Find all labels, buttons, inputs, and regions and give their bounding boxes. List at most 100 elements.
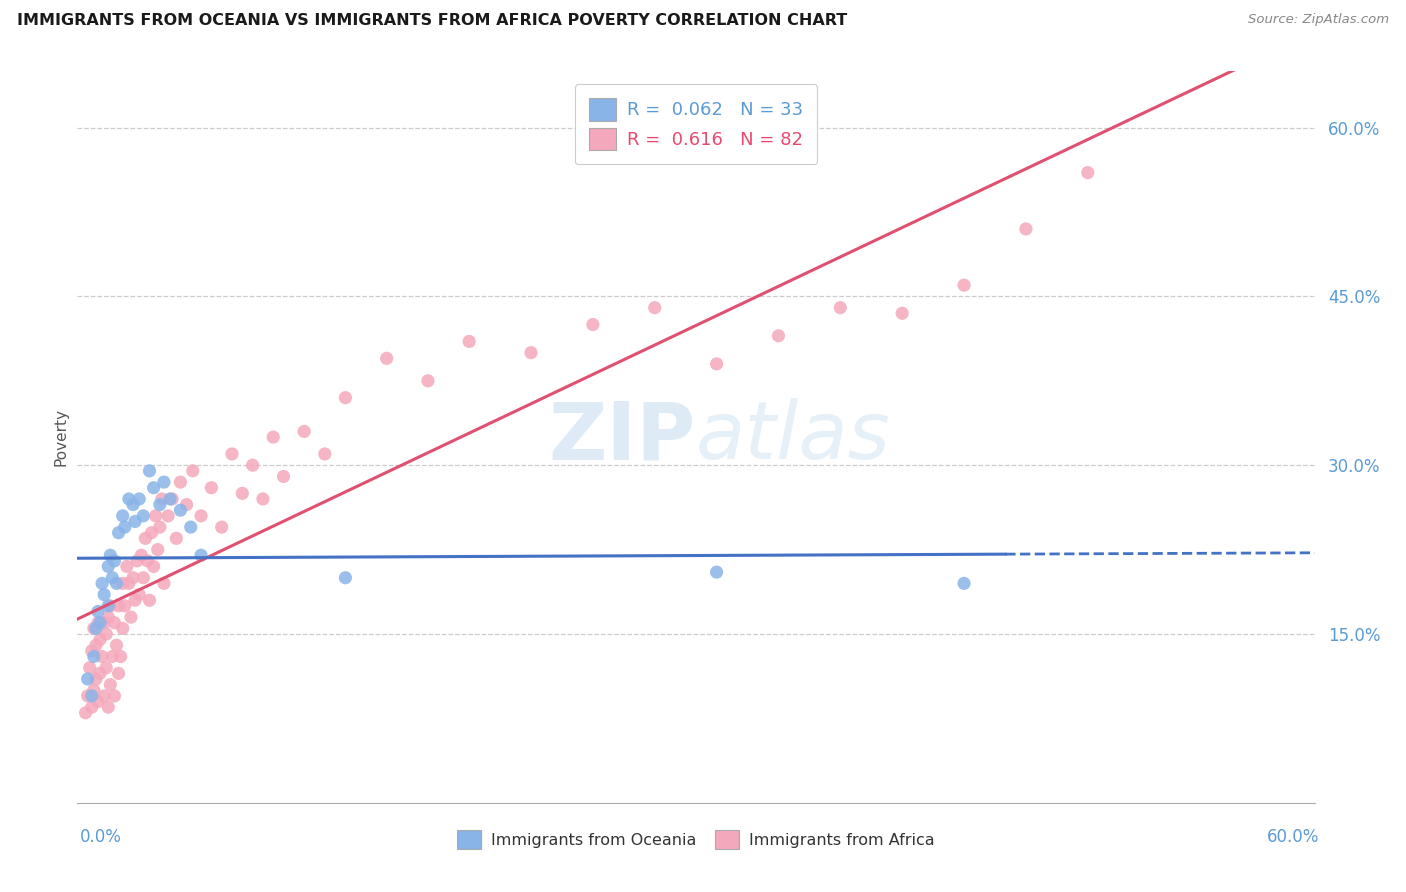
- Point: [98, 678, 121, 692]
- Point: [118, 491, 141, 506]
- Point: [273, 469, 295, 483]
- Point: [103, 554, 125, 568]
- Point: [83, 621, 105, 635]
- Point: [157, 508, 180, 523]
- Point: [190, 548, 212, 562]
- Y-axis label: Poverty: Poverty: [53, 408, 69, 467]
- Point: [120, 610, 142, 624]
- Point: [1015, 222, 1038, 236]
- Point: [132, 508, 155, 523]
- Point: [97, 559, 120, 574]
- Point: [91, 649, 114, 664]
- Point: [98, 548, 121, 562]
- Point: [416, 374, 439, 388]
- Text: 0.0%: 0.0%: [80, 828, 122, 846]
- Point: [105, 638, 128, 652]
- Point: [221, 447, 243, 461]
- Point: [124, 593, 146, 607]
- Point: [706, 565, 728, 579]
- Point: [76, 689, 98, 703]
- Point: [97, 599, 120, 613]
- Point: [84, 621, 107, 635]
- Point: [111, 621, 134, 635]
- Point: [146, 542, 169, 557]
- Point: [91, 576, 114, 591]
- Point: [200, 481, 222, 495]
- Point: [97, 610, 120, 624]
- Point: [84, 638, 107, 652]
- Text: IMMIGRANTS FROM OCEANIA VS IMMIGRANTS FROM AFRICA POVERTY CORRELATION CHART: IMMIGRANTS FROM OCEANIA VS IMMIGRANTS FR…: [17, 13, 848, 29]
- Text: ZIP: ZIP: [548, 398, 696, 476]
- Point: [129, 548, 152, 562]
- Point: [582, 318, 605, 332]
- Point: [181, 464, 204, 478]
- Point: [114, 520, 136, 534]
- Point: [107, 599, 129, 613]
- Point: [76, 672, 98, 686]
- Point: [160, 491, 183, 506]
- Point: [75, 706, 97, 720]
- Text: atlas: atlas: [696, 398, 891, 476]
- Point: [149, 498, 172, 512]
- Point: [87, 615, 110, 630]
- Point: [93, 689, 115, 703]
- Point: [122, 498, 145, 512]
- Point: [96, 627, 118, 641]
- Point: [335, 571, 357, 585]
- Point: [141, 525, 163, 540]
- Point: [1077, 166, 1099, 180]
- Point: [134, 532, 156, 546]
- Point: [153, 576, 176, 591]
- Point: [165, 532, 187, 546]
- Point: [142, 559, 165, 574]
- Point: [107, 666, 129, 681]
- Point: [830, 301, 852, 315]
- Point: [231, 486, 253, 500]
- Point: [138, 464, 160, 478]
- Point: [122, 571, 145, 585]
- Point: [89, 615, 111, 630]
- Point: [97, 700, 120, 714]
- Point: [89, 632, 111, 647]
- Point: [153, 475, 176, 489]
- Point: [169, 503, 191, 517]
- Point: [107, 525, 129, 540]
- Point: [93, 615, 115, 630]
- Point: [111, 576, 134, 591]
- Point: [87, 694, 110, 708]
- Point: [84, 672, 107, 686]
- Point: [89, 666, 111, 681]
- Point: [335, 391, 357, 405]
- Point: [142, 481, 165, 495]
- Point: [252, 491, 274, 506]
- Point: [375, 351, 398, 366]
- Legend: Immigrants from Oceania, Immigrants from Africa: Immigrants from Oceania, Immigrants from…: [450, 822, 942, 857]
- Point: [103, 689, 125, 703]
- Point: [87, 605, 110, 619]
- Point: [105, 576, 128, 591]
- Point: [211, 520, 233, 534]
- Point: [96, 661, 118, 675]
- Point: [150, 491, 173, 506]
- Point: [114, 599, 136, 613]
- Point: [190, 508, 212, 523]
- Point: [128, 588, 150, 602]
- Point: [180, 520, 202, 534]
- Point: [101, 571, 124, 585]
- Point: [159, 491, 181, 506]
- Point: [149, 520, 172, 534]
- Point: [118, 576, 141, 591]
- Point: [98, 599, 121, 613]
- Point: [768, 328, 790, 343]
- Point: [83, 683, 105, 698]
- Point: [101, 649, 124, 664]
- Point: [115, 559, 138, 574]
- Point: [103, 615, 125, 630]
- Point: [128, 491, 150, 506]
- Point: [262, 430, 284, 444]
- Point: [80, 644, 103, 658]
- Point: [79, 661, 101, 675]
- Point: [706, 357, 728, 371]
- Point: [176, 498, 198, 512]
- Point: [953, 576, 976, 591]
